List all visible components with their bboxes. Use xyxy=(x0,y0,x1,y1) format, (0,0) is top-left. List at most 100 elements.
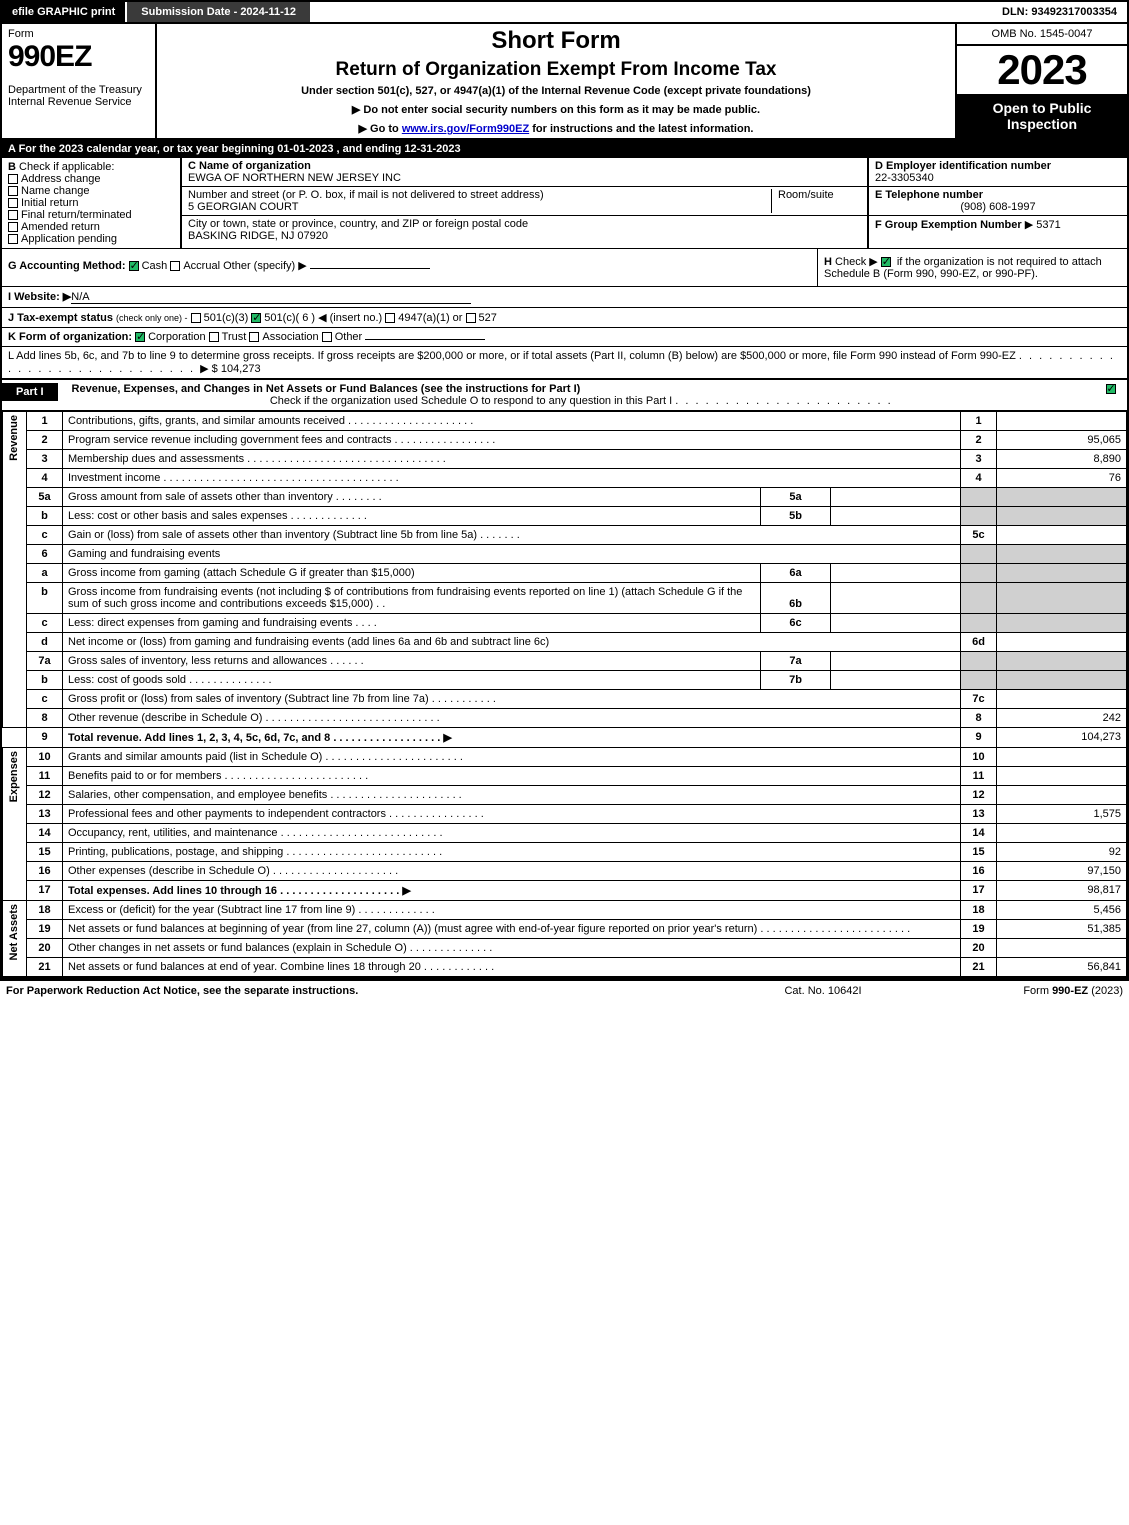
line-7c-num: c xyxy=(27,690,63,709)
line-6a-text: Gross income from gaming (attach Schedul… xyxy=(63,564,761,583)
l-gross-receipts-row: L Add lines 5b, 6c, and 7b to line 9 to … xyxy=(2,347,1127,378)
vlabel-revenue: Revenue xyxy=(8,415,20,461)
line-11-vn: 11 xyxy=(961,767,997,786)
spacer xyxy=(310,2,992,22)
checkbox-accrual[interactable] xyxy=(170,261,180,271)
line-5c-val xyxy=(997,526,1127,545)
vlabel-expenses: Expenses xyxy=(8,751,20,802)
opt-amended-return: Amended return xyxy=(21,221,100,233)
i-website-row: I Website: ▶N/A xyxy=(2,287,1127,308)
part1-header: Part I Revenue, Expenses, and Changes in… xyxy=(2,378,1127,411)
line-14-num: 14 xyxy=(27,824,63,843)
line-6-shade xyxy=(961,545,997,564)
j-label: J Tax-exempt status xyxy=(8,312,113,324)
checkbox-schedule-b[interactable] xyxy=(881,257,891,267)
f-group-row: F Group Exemption Number ▶ 5371 xyxy=(869,216,1127,233)
irs-link[interactable]: www.irs.gov/Form990EZ xyxy=(402,123,529,135)
checkbox-501c[interactable] xyxy=(251,313,261,323)
line-5a-amt xyxy=(831,488,961,507)
line-7a-num: 7a xyxy=(27,652,63,671)
goto-post: for instructions and the latest informat… xyxy=(529,123,753,135)
form-label: Form xyxy=(8,28,149,40)
checkbox-amended-return[interactable] xyxy=(8,222,18,232)
line-17-num: 17 xyxy=(27,881,63,901)
line-7b-box: 7b xyxy=(761,671,831,690)
opt-application-pending: Application pending xyxy=(21,233,117,245)
line-19-vn: 19 xyxy=(961,920,997,939)
line-4-num: 4 xyxy=(27,469,63,488)
l-value: ▶ $ 104,273 xyxy=(200,363,260,375)
checkbox-527[interactable] xyxy=(466,313,476,323)
checkbox-name-change[interactable] xyxy=(8,186,18,196)
website-value: N/A xyxy=(71,291,471,304)
line-7c-text: Gross profit or (loss) from sales of inv… xyxy=(63,690,961,709)
room-suite-label: Room/suite xyxy=(771,189,861,213)
line-7a-shade2 xyxy=(997,652,1127,671)
line-2-text: Program service revenue including govern… xyxy=(63,431,961,450)
line-6a-amt xyxy=(831,564,961,583)
checkbox-4947[interactable] xyxy=(385,313,395,323)
opt-501c: 501(c)( 6 ) ◀ (insert no.) xyxy=(264,312,382,324)
under-section: Under section 501(c), 527, or 4947(a)(1)… xyxy=(301,85,811,97)
checkbox-cash[interactable] xyxy=(129,261,139,271)
line-15-val: 92 xyxy=(997,843,1127,862)
line-6-text: Gaming and fundraising events xyxy=(63,545,961,564)
line-5b-num: b xyxy=(27,507,63,526)
title-short-form: Short Form xyxy=(491,27,620,55)
line-5a-shade2 xyxy=(997,488,1127,507)
line-6c-amt xyxy=(831,614,961,633)
line-6c-text: Less: direct expenses from gaming and fu… xyxy=(63,614,761,633)
line-20-val xyxy=(997,939,1127,958)
line-18-val: 5,456 xyxy=(997,901,1127,920)
line-8-num: 8 xyxy=(27,709,63,728)
opt-other: Other (specify) ▶ xyxy=(223,260,307,272)
checkbox-final-return[interactable] xyxy=(8,210,18,220)
line-20-num: 20 xyxy=(27,939,63,958)
h-schedule-b: H Check ▶ if the organization is not req… xyxy=(817,249,1127,286)
opt-corporation: Corporation xyxy=(148,331,205,343)
j-tax-exempt-row: J Tax-exempt status (check only one) - 5… xyxy=(2,308,1127,328)
line-6d-num: d xyxy=(27,633,63,652)
line-7b-shade2 xyxy=(997,671,1127,690)
d-ein-row: D Employer identification number 22-3305… xyxy=(869,158,1127,187)
checkbox-association[interactable] xyxy=(249,332,259,342)
line-3-vn: 3 xyxy=(961,450,997,469)
gh-row: G Accounting Method: Cash Accrual Other … xyxy=(2,249,1127,287)
opt-name-change: Name change xyxy=(21,185,90,197)
opt-527: 527 xyxy=(479,312,497,324)
submission-date: Submission Date - 2024-11-12 xyxy=(127,2,310,22)
checkbox-initial-return[interactable] xyxy=(8,198,18,208)
line-6a-box: 6a xyxy=(761,564,831,583)
checkbox-501c3[interactable] xyxy=(191,313,201,323)
checkbox-address-change[interactable] xyxy=(8,174,18,184)
line-6d-val xyxy=(997,633,1127,652)
k-label: K Form of organization: xyxy=(8,331,132,343)
efile-print-button[interactable]: efile GRAPHIC print xyxy=(2,2,127,22)
opt-other-org: Other xyxy=(335,331,363,343)
line-5b-box: 5b xyxy=(761,507,831,526)
checkbox-application-pending[interactable] xyxy=(8,234,18,244)
opt-association: Association xyxy=(262,331,318,343)
c-city-label: City or town, state or province, country… xyxy=(188,218,528,230)
opt-trust: Trust xyxy=(222,331,247,343)
line-2-vn: 2 xyxy=(961,431,997,450)
b-check: Check if applicable: xyxy=(19,161,114,173)
line-13-val: 1,575 xyxy=(997,805,1127,824)
checkbox-schedule-o[interactable] xyxy=(1106,384,1116,394)
line-6b-box: 6b xyxy=(761,583,831,614)
i-label: I Website: ▶ xyxy=(8,291,71,303)
line-1-num: 1 xyxy=(27,412,63,431)
checkbox-trust[interactable] xyxy=(209,332,219,342)
part1-check-text: Check if the organization used Schedule … xyxy=(270,395,672,407)
line-7a-text: Gross sales of inventory, less returns a… xyxy=(63,652,761,671)
checkbox-other-org[interactable] xyxy=(322,332,332,342)
checkbox-corporation[interactable] xyxy=(135,332,145,342)
other-specify-input[interactable] xyxy=(310,268,430,269)
other-org-input[interactable] xyxy=(365,339,485,340)
line-19-num: 19 xyxy=(27,920,63,939)
h-check-text: Check ▶ xyxy=(835,256,878,268)
footer-right: Form 990-EZ (2023) xyxy=(923,985,1123,997)
line-2-num: 2 xyxy=(27,431,63,450)
line-7c-val xyxy=(997,690,1127,709)
line-12-num: 12 xyxy=(27,786,63,805)
